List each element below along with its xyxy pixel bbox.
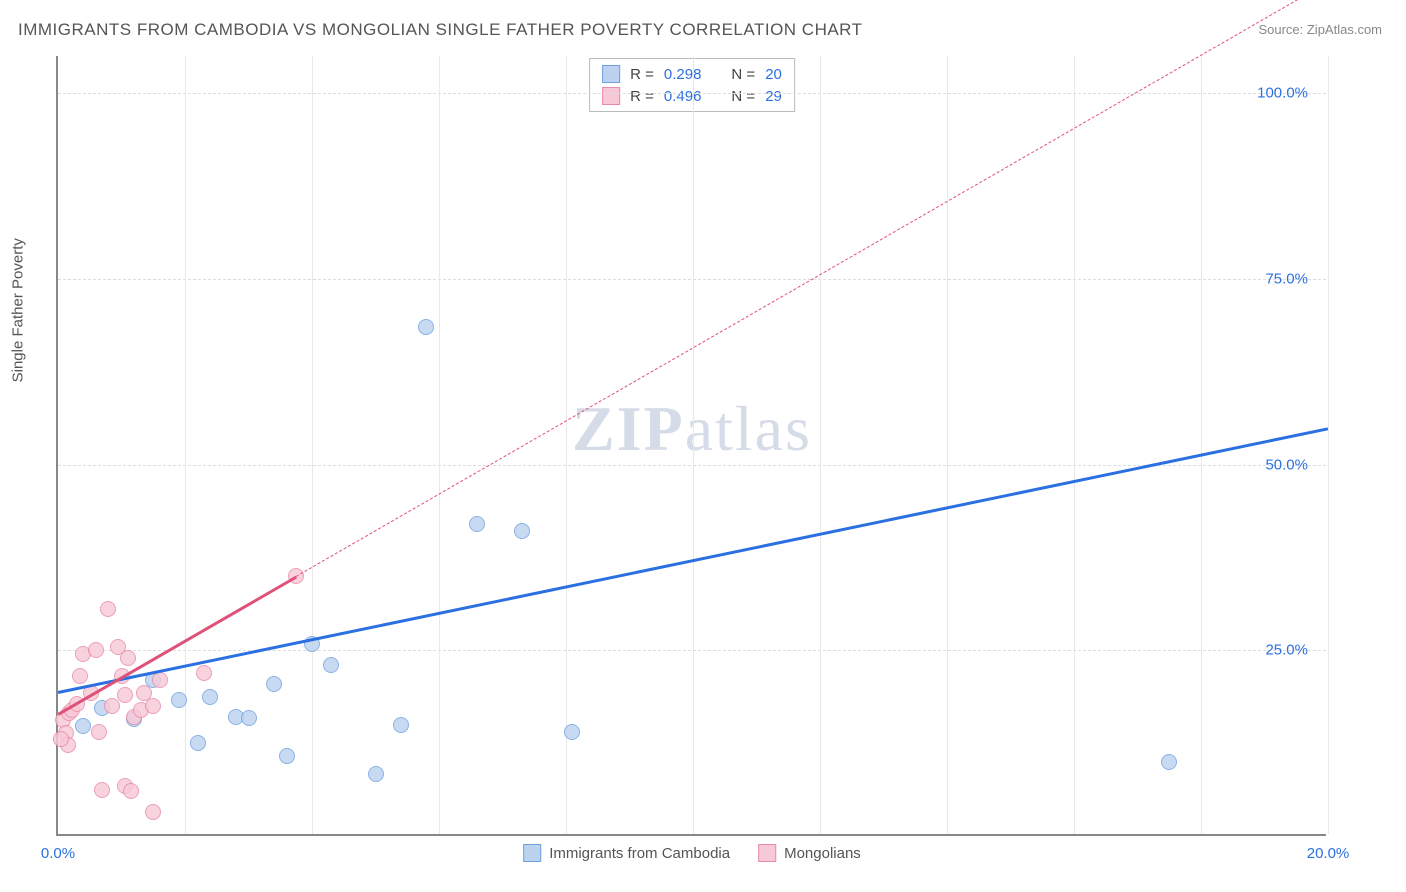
- data-point: [53, 731, 69, 747]
- chart-source: Source: ZipAtlas.com: [1258, 22, 1382, 37]
- legend-series-item: Mongolians: [758, 844, 861, 862]
- grid-line-v: [947, 56, 948, 834]
- grid-line-h: [58, 279, 1326, 280]
- watermark-atlas: atlas: [685, 393, 812, 464]
- legend-correlation-row: R = 0.496 N = 29: [602, 85, 782, 107]
- grid-line-v: [1201, 56, 1202, 834]
- chart-container: IMMIGRANTS FROM CAMBODIA VS MONGOLIAN SI…: [0, 0, 1406, 892]
- data-point: [123, 783, 139, 799]
- grid-line-v: [312, 56, 313, 834]
- data-point: [94, 782, 110, 798]
- y-tick-label: 50.0%: [1265, 456, 1308, 473]
- watermark-zip: ZIP: [572, 393, 685, 464]
- grid-line-v: [439, 56, 440, 834]
- y-tick-label: 25.0%: [1265, 642, 1308, 659]
- legend-n-label: N =: [731, 88, 755, 105]
- legend-r-label: R =: [630, 66, 654, 83]
- y-tick-label: 75.0%: [1265, 270, 1308, 287]
- data-point: [279, 748, 295, 764]
- legend-series-item: Immigrants from Cambodia: [523, 844, 730, 862]
- legend-swatch: [602, 65, 620, 83]
- data-point: [241, 710, 257, 726]
- data-point: [152, 672, 168, 688]
- watermark: ZIPatlas: [572, 392, 812, 466]
- x-tick-label: 20.0%: [1307, 845, 1350, 862]
- data-point: [120, 650, 136, 666]
- data-point: [104, 698, 120, 714]
- data-point: [145, 698, 161, 714]
- data-point: [1161, 754, 1177, 770]
- legend-correlation-row: R = 0.298 N = 20: [602, 63, 782, 85]
- data-point: [418, 319, 434, 335]
- grid-line-v: [185, 56, 186, 834]
- legend-series-label: Mongolians: [784, 845, 861, 862]
- legend-r-value: 0.298: [664, 66, 702, 83]
- grid-line-v: [693, 56, 694, 834]
- data-point: [323, 657, 339, 673]
- trend-line-extrapolated: [296, 0, 1328, 577]
- legend-swatch: [602, 87, 620, 105]
- data-point: [145, 804, 161, 820]
- y-axis-title: Single Father Poverty: [10, 238, 27, 382]
- data-point: [514, 523, 530, 539]
- data-point: [266, 676, 282, 692]
- y-tick-label: 100.0%: [1257, 85, 1308, 102]
- legend-r-value: 0.496: [664, 88, 702, 105]
- data-point: [564, 724, 580, 740]
- legend-series-label: Immigrants from Cambodia: [549, 845, 730, 862]
- data-point: [117, 687, 133, 703]
- legend-n-value: 20: [765, 66, 782, 83]
- legend-swatch: [758, 844, 776, 862]
- legend-r-label: R =: [630, 88, 654, 105]
- grid-line-v: [1074, 56, 1075, 834]
- x-tick-label: 0.0%: [41, 845, 75, 862]
- data-point: [368, 766, 384, 782]
- data-point: [190, 735, 206, 751]
- data-point: [469, 516, 485, 532]
- grid-line-h: [58, 465, 1326, 466]
- chart-title: IMMIGRANTS FROM CAMBODIA VS MONGOLIAN SI…: [18, 20, 863, 40]
- data-point: [393, 717, 409, 733]
- data-point: [72, 668, 88, 684]
- legend-swatch: [523, 844, 541, 862]
- grid-line-v: [1328, 56, 1329, 834]
- data-point: [196, 665, 212, 681]
- data-point: [202, 689, 218, 705]
- legend-n-value: 29: [765, 88, 782, 105]
- legend-correlation: R = 0.298 N = 20 R = 0.496 N = 29: [589, 58, 795, 112]
- data-point: [88, 642, 104, 658]
- data-point: [75, 718, 91, 734]
- data-point: [100, 601, 116, 617]
- legend-series: Immigrants from Cambodia Mongolians: [523, 844, 861, 862]
- data-point: [171, 692, 187, 708]
- plot-area: ZIPatlas R =0.298N =20R =0.496N =29 Immi…: [56, 56, 1326, 836]
- grid-line-v: [820, 56, 821, 834]
- data-point: [91, 724, 107, 740]
- legend-n-label: N =: [731, 66, 755, 83]
- grid-line-v: [566, 56, 567, 834]
